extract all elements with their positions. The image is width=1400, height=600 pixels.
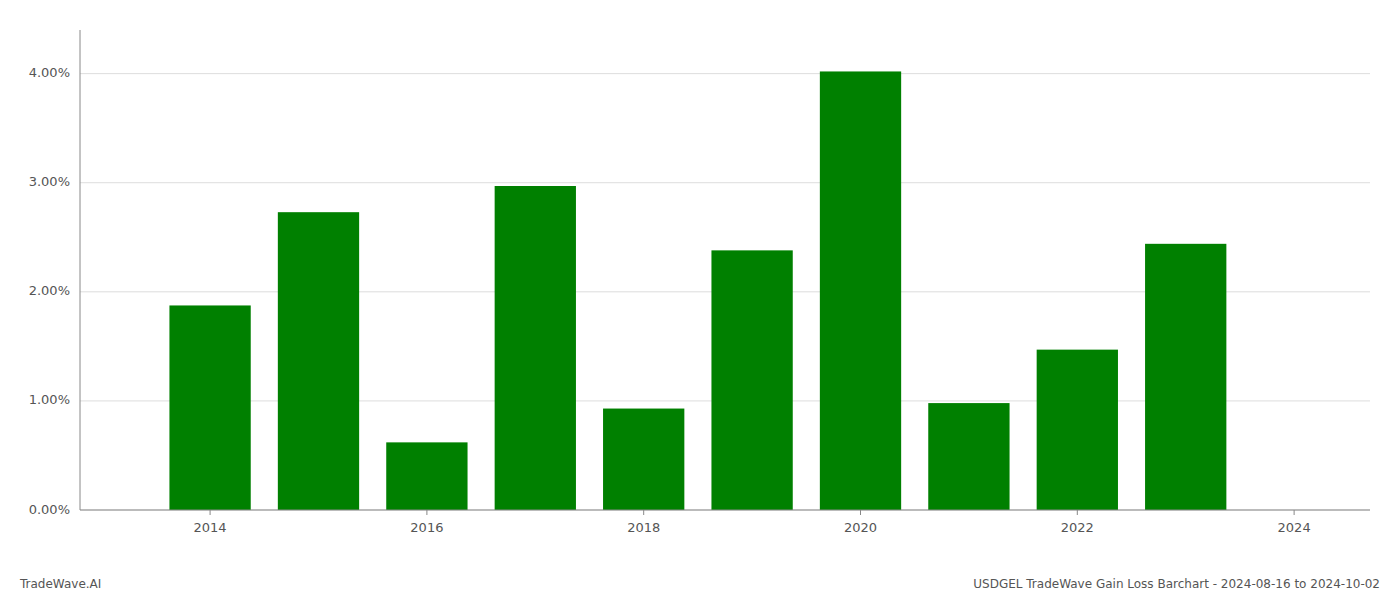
bars bbox=[169, 71, 1226, 510]
bar bbox=[169, 305, 250, 510]
bar bbox=[820, 71, 901, 510]
grid-line bbox=[80, 510, 1370, 511]
y-axis-line bbox=[80, 30, 81, 510]
chart: 0.00% 1.00% 2.00% 3.00% 4.00% 2014 2016 2018 202… bbox=[0, 0, 1400, 600]
grid bbox=[80, 74, 1370, 510]
x-tick-label: 2020 bbox=[844, 520, 877, 535]
y-tick-label: 1.00% bbox=[29, 392, 70, 407]
bar bbox=[278, 212, 359, 510]
x-tick bbox=[210, 510, 211, 515]
x-tick bbox=[643, 510, 644, 515]
bar bbox=[928, 403, 1009, 510]
x-tick bbox=[860, 510, 861, 515]
x-tick-label: 2018 bbox=[627, 520, 660, 535]
chart-container: 0.00% 1.00% 2.00% 3.00% 4.00% 2014 2016 2018 202… bbox=[0, 0, 1400, 600]
x-tick-label: 2014 bbox=[194, 520, 227, 535]
y-tick-label: 4.00% bbox=[29, 65, 70, 80]
grid-line bbox=[80, 182, 1370, 183]
footer-text: TradeWave.AI bbox=[19, 577, 101, 591]
x-tick-label: 2016 bbox=[410, 520, 443, 535]
y-tick-label: 0.00% bbox=[29, 502, 70, 517]
bar bbox=[1145, 244, 1226, 510]
footer: TradeWave.AI USDGEL TradeWave Gain Loss B… bbox=[19, 577, 1380, 591]
y-axis: 0.00% 1.00% 2.00% 3.00% 4.00% bbox=[29, 30, 80, 517]
footer-text: USDGEL TradeWave Gain Loss Barchart - 20… bbox=[973, 577, 1380, 591]
grid-line bbox=[80, 73, 1370, 74]
bar bbox=[495, 186, 576, 510]
x-tick bbox=[426, 510, 427, 515]
x-tick-label: 2024 bbox=[1278, 520, 1311, 535]
bar bbox=[1037, 350, 1118, 510]
x-tick bbox=[1294, 510, 1295, 515]
bar bbox=[603, 409, 684, 510]
x-tick bbox=[1077, 510, 1078, 515]
y-tick-label: 3.00% bbox=[29, 174, 70, 189]
bar bbox=[386, 442, 467, 510]
x-tick-label: 2022 bbox=[1061, 520, 1094, 535]
bar bbox=[711, 250, 792, 510]
x-axis: 2014 2016 2018 2020 2022 2024 bbox=[80, 510, 1370, 535]
y-tick-label: 2.00% bbox=[29, 283, 70, 298]
x-axis-line bbox=[80, 510, 1370, 511]
